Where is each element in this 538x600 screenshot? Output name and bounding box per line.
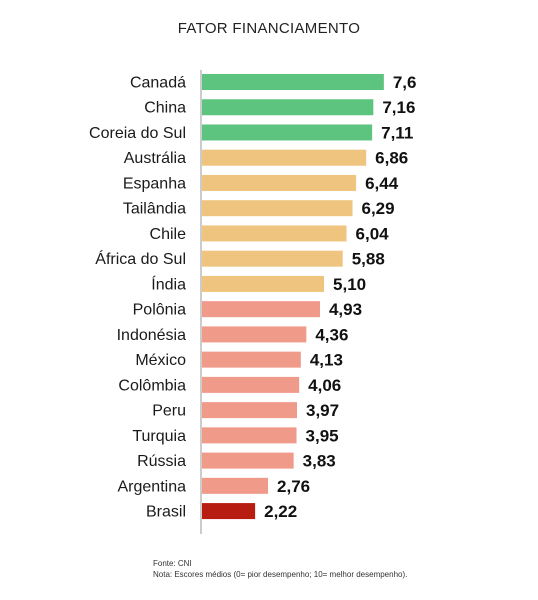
category-label-10: Indonésia — [117, 327, 186, 344]
value-label-9: 4,93 — [329, 300, 362, 319]
value-label-8: 5,10 — [333, 275, 366, 294]
bar-9 — [202, 301, 320, 318]
value-label-6: 6,04 — [356, 224, 390, 243]
category-label-17: Brasil — [146, 504, 186, 521]
value-label-15: 3,83 — [303, 452, 336, 471]
category-label-13: Peru — [152, 403, 186, 420]
category-label-3: Austrália — [124, 150, 186, 167]
footnote-note: Nota: Escores médios (0= pior desempenho… — [153, 570, 408, 579]
category-label-9: Polônia — [133, 302, 186, 319]
bar-12 — [202, 376, 300, 393]
category-label-2: Coreia do Sul — [89, 125, 186, 142]
chart-title: FATOR FINANCIAMENTO — [177, 20, 361, 37]
category-label-11: México — [135, 352, 186, 369]
bar-1 — [202, 99, 374, 116]
value-label-3: 6,86 — [375, 149, 408, 168]
footnote-source: Fonte: CNI — [153, 559, 192, 568]
value-label-4: 6,44 — [365, 174, 399, 193]
category-label-14: Turquia — [132, 428, 186, 445]
category-label-15: Rússia — [137, 453, 186, 470]
value-label-17: 2,22 — [264, 502, 297, 521]
value-label-14: 3,95 — [306, 426, 339, 445]
value-label-13: 3,97 — [306, 401, 339, 420]
category-label-12: Colômbia — [118, 377, 186, 394]
bar-0 — [202, 74, 384, 90]
value-label-0: 7,6 — [393, 73, 417, 92]
category-label-1: China — [144, 100, 186, 117]
value-label-7: 5,88 — [352, 250, 385, 269]
bar-10 — [202, 326, 307, 343]
bar-15 — [202, 452, 294, 469]
value-label-2: 7,11 — [381, 123, 413, 142]
category-label-6: Chile — [150, 226, 187, 243]
value-label-12: 4,06 — [308, 376, 341, 395]
value-label-11: 4,13 — [310, 351, 343, 370]
value-label-16: 2,76 — [277, 477, 310, 496]
value-label-5: 6,29 — [362, 199, 395, 218]
bar-8 — [202, 275, 325, 292]
value-label-10: 4,36 — [315, 325, 348, 344]
category-label-5: Tailândia — [123, 201, 186, 218]
bar-17 — [202, 503, 256, 520]
category-label-4: Espanha — [123, 175, 186, 192]
bar-4 — [202, 174, 357, 191]
category-label-16: Argentina — [118, 478, 187, 495]
category-label-0: Canadá — [130, 75, 186, 92]
footnote: Fonte: CNI Nota: Escores médios (0= pior… — [153, 558, 407, 580]
bar-6 — [202, 225, 347, 242]
bar-16 — [202, 477, 269, 494]
bar-14 — [202, 427, 297, 444]
category-label-8: Índia — [151, 274, 186, 293]
bar-13 — [202, 402, 297, 419]
bar-2 — [202, 124, 373, 141]
bar-7 — [202, 250, 343, 267]
category-label-7: África do Sul — [95, 249, 186, 268]
bar-5 — [202, 200, 353, 217]
value-label-1: 7,16 — [382, 98, 415, 117]
bar-3 — [202, 149, 367, 166]
bar-11 — [202, 351, 301, 368]
